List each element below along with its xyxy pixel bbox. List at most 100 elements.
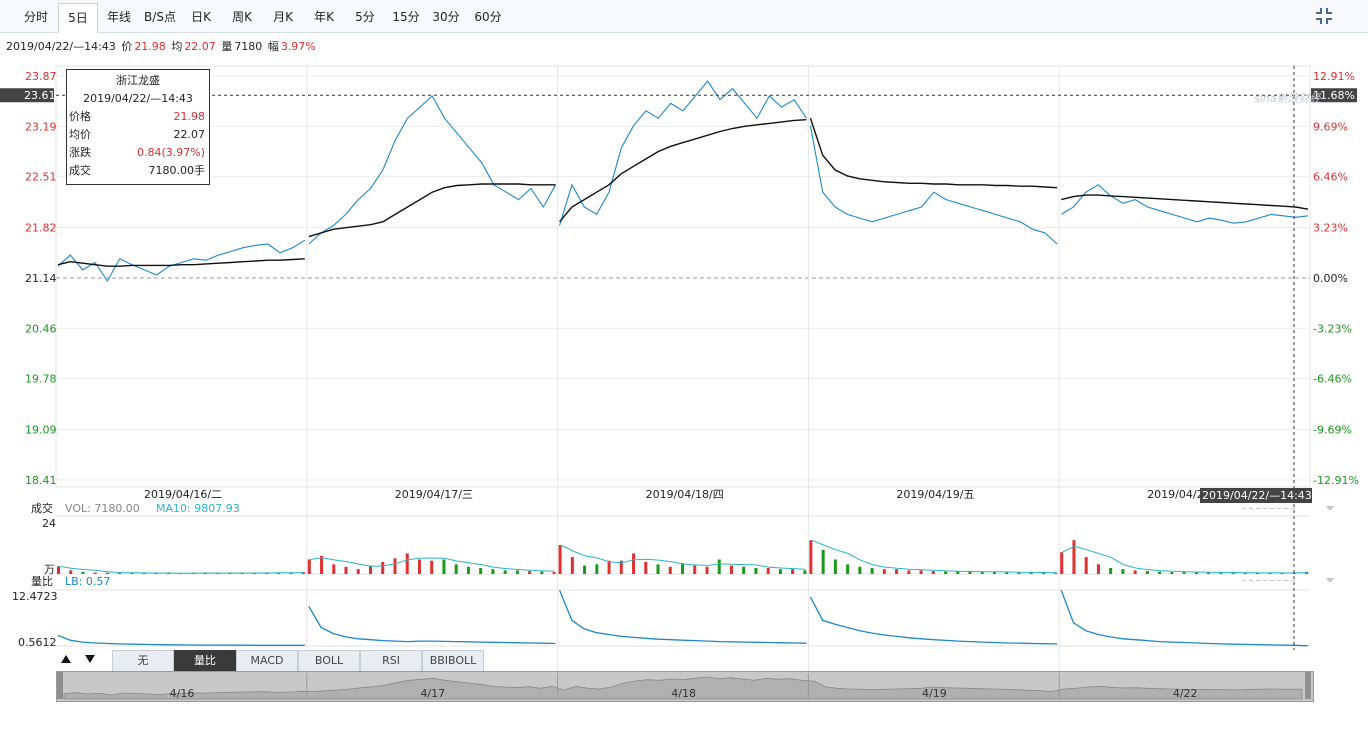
indicator-tab-bbiboll[interactable]: BBIBOLL bbox=[422, 650, 484, 672]
volume-bar bbox=[130, 572, 134, 574]
volume-bar bbox=[1121, 569, 1125, 574]
tab-5min[interactable]: 5分 bbox=[355, 10, 375, 24]
info-vol-label: 量 bbox=[221, 40, 233, 53]
avg-price-line bbox=[57, 258, 305, 267]
drag-dots-icon bbox=[1291, 580, 1295, 581]
volume-bar bbox=[1194, 572, 1198, 574]
avg-price-line bbox=[559, 119, 807, 223]
volume-bar bbox=[154, 573, 158, 574]
tab-60min[interactable]: 60分 bbox=[474, 10, 502, 24]
volume-ma-line bbox=[58, 565, 304, 574]
y-tick-label: 21.82 bbox=[25, 222, 57, 235]
indicator-tab-macd[interactable]: MACD bbox=[236, 650, 298, 672]
volume-bar bbox=[381, 561, 385, 574]
indicator-tab-boll[interactable]: BOLL bbox=[298, 650, 360, 672]
y-tick-label: 23.87 bbox=[25, 70, 57, 83]
volume-bar bbox=[803, 570, 807, 574]
tab-minute[interactable]: 分时 bbox=[23, 10, 48, 24]
vol-y-top: 24 bbox=[42, 517, 56, 530]
volume-bar bbox=[1072, 540, 1076, 574]
volume-bar bbox=[778, 569, 782, 574]
tab-year-line[interactable]: 年线 bbox=[106, 10, 131, 24]
volume-bar bbox=[179, 573, 183, 574]
navigator-left-handle[interactable] bbox=[57, 672, 63, 699]
y-tick-label: 18.41 bbox=[25, 474, 57, 487]
y-right-tick-label: 3.23% bbox=[1313, 222, 1348, 235]
volume-bar bbox=[503, 570, 507, 574]
volume-bar bbox=[528, 571, 532, 574]
info-amp-label: 幅 bbox=[267, 40, 279, 53]
info-amp: 3.97% bbox=[280, 40, 316, 53]
volume-bar bbox=[69, 570, 73, 574]
indicator-tab-volume-ratio[interactable]: 量比 bbox=[174, 650, 236, 672]
indicator-tab-rsi[interactable]: RSI bbox=[360, 650, 422, 672]
volume-bar bbox=[882, 569, 886, 574]
volume-bar bbox=[466, 566, 470, 574]
volume-bar bbox=[1060, 552, 1064, 574]
tab-weekly-k[interactable]: 周K bbox=[232, 10, 252, 24]
volume-bar bbox=[216, 573, 220, 574]
volume-bar bbox=[491, 569, 495, 574]
tooltip-key: 均价 bbox=[69, 128, 91, 141]
info-price-label: 价 bbox=[121, 40, 133, 53]
range-navigator[interactable] bbox=[56, 671, 1314, 702]
vol-title: 成交 bbox=[31, 501, 53, 515]
volume-bar bbox=[809, 540, 813, 574]
volume-bar bbox=[833, 559, 837, 574]
tab-bs-point[interactable]: B/S点 bbox=[144, 10, 176, 24]
volume-bar bbox=[479, 567, 483, 574]
volume-bar bbox=[570, 557, 574, 574]
volume-bar bbox=[320, 555, 324, 574]
volume-bar bbox=[430, 560, 434, 574]
tab-30min[interactable]: 30分 bbox=[432, 10, 460, 24]
drag-dots-icon bbox=[1242, 580, 1246, 581]
volume-bar bbox=[656, 564, 660, 574]
volume-bar bbox=[870, 567, 874, 574]
prev-indicator-arrow-icon[interactable] bbox=[59, 652, 73, 666]
tab-yearly-k[interactable]: 年K bbox=[314, 10, 334, 24]
volume-bar bbox=[644, 561, 648, 574]
volume-bar bbox=[356, 569, 360, 574]
volume-bar bbox=[980, 572, 984, 574]
price-line bbox=[57, 239, 306, 283]
tab-15min[interactable]: 15分 bbox=[392, 10, 420, 24]
y-right-tick-label: -9.69% bbox=[1313, 424, 1352, 437]
drag-dots-icon bbox=[1256, 580, 1260, 581]
volume-bar bbox=[1029, 572, 1033, 574]
volume-bar bbox=[1109, 567, 1113, 574]
volume-bar bbox=[1219, 572, 1223, 574]
indicator-tab-none[interactable]: 无 bbox=[112, 650, 174, 672]
crosshair-pct-label: 11.68% bbox=[1313, 89, 1355, 102]
volume-bar bbox=[191, 572, 195, 574]
shrink-icon[interactable] bbox=[1314, 6, 1334, 26]
crosshair-time-badge bbox=[1200, 488, 1312, 503]
volume-bar bbox=[1005, 572, 1009, 574]
y-right-tick-label: 9.69% bbox=[1313, 120, 1348, 133]
volume-bar bbox=[729, 565, 733, 574]
volume-bar bbox=[93, 572, 97, 574]
tab-5day[interactable]: 5日 bbox=[58, 3, 98, 33]
watermark-logo: sina新浪财经 bbox=[1254, 92, 1321, 105]
y-tick-label: 22.51 bbox=[25, 171, 57, 184]
volume-bar bbox=[931, 571, 935, 574]
volume-bar bbox=[1158, 571, 1162, 574]
volume-bar bbox=[552, 572, 556, 574]
volume-bar bbox=[1054, 572, 1058, 574]
tab-daily-k[interactable]: 日K bbox=[191, 10, 211, 24]
tab-monthly-k[interactable]: 月K bbox=[273, 10, 293, 24]
volume-bar bbox=[766, 567, 770, 574]
volume-bar bbox=[956, 571, 960, 574]
volume-bar bbox=[1231, 572, 1235, 574]
volume-bar bbox=[442, 559, 446, 574]
tooltip-row-avg: 均价 22.07 bbox=[69, 126, 205, 144]
next-indicator-arrow-icon[interactable] bbox=[83, 652, 97, 666]
drag-dots-icon bbox=[1277, 580, 1281, 581]
volume-bar bbox=[118, 573, 122, 574]
volume-bar bbox=[540, 571, 544, 574]
price-plot-frame bbox=[55, 65, 1311, 488]
volume-bar bbox=[944, 571, 948, 574]
navigator-right-handle[interactable] bbox=[1305, 672, 1311, 699]
y-right-tick-label: -6.46% bbox=[1313, 373, 1352, 386]
volume-bar bbox=[595, 564, 599, 574]
info-datetime: 2019/04/22/—14:43 bbox=[6, 40, 116, 53]
